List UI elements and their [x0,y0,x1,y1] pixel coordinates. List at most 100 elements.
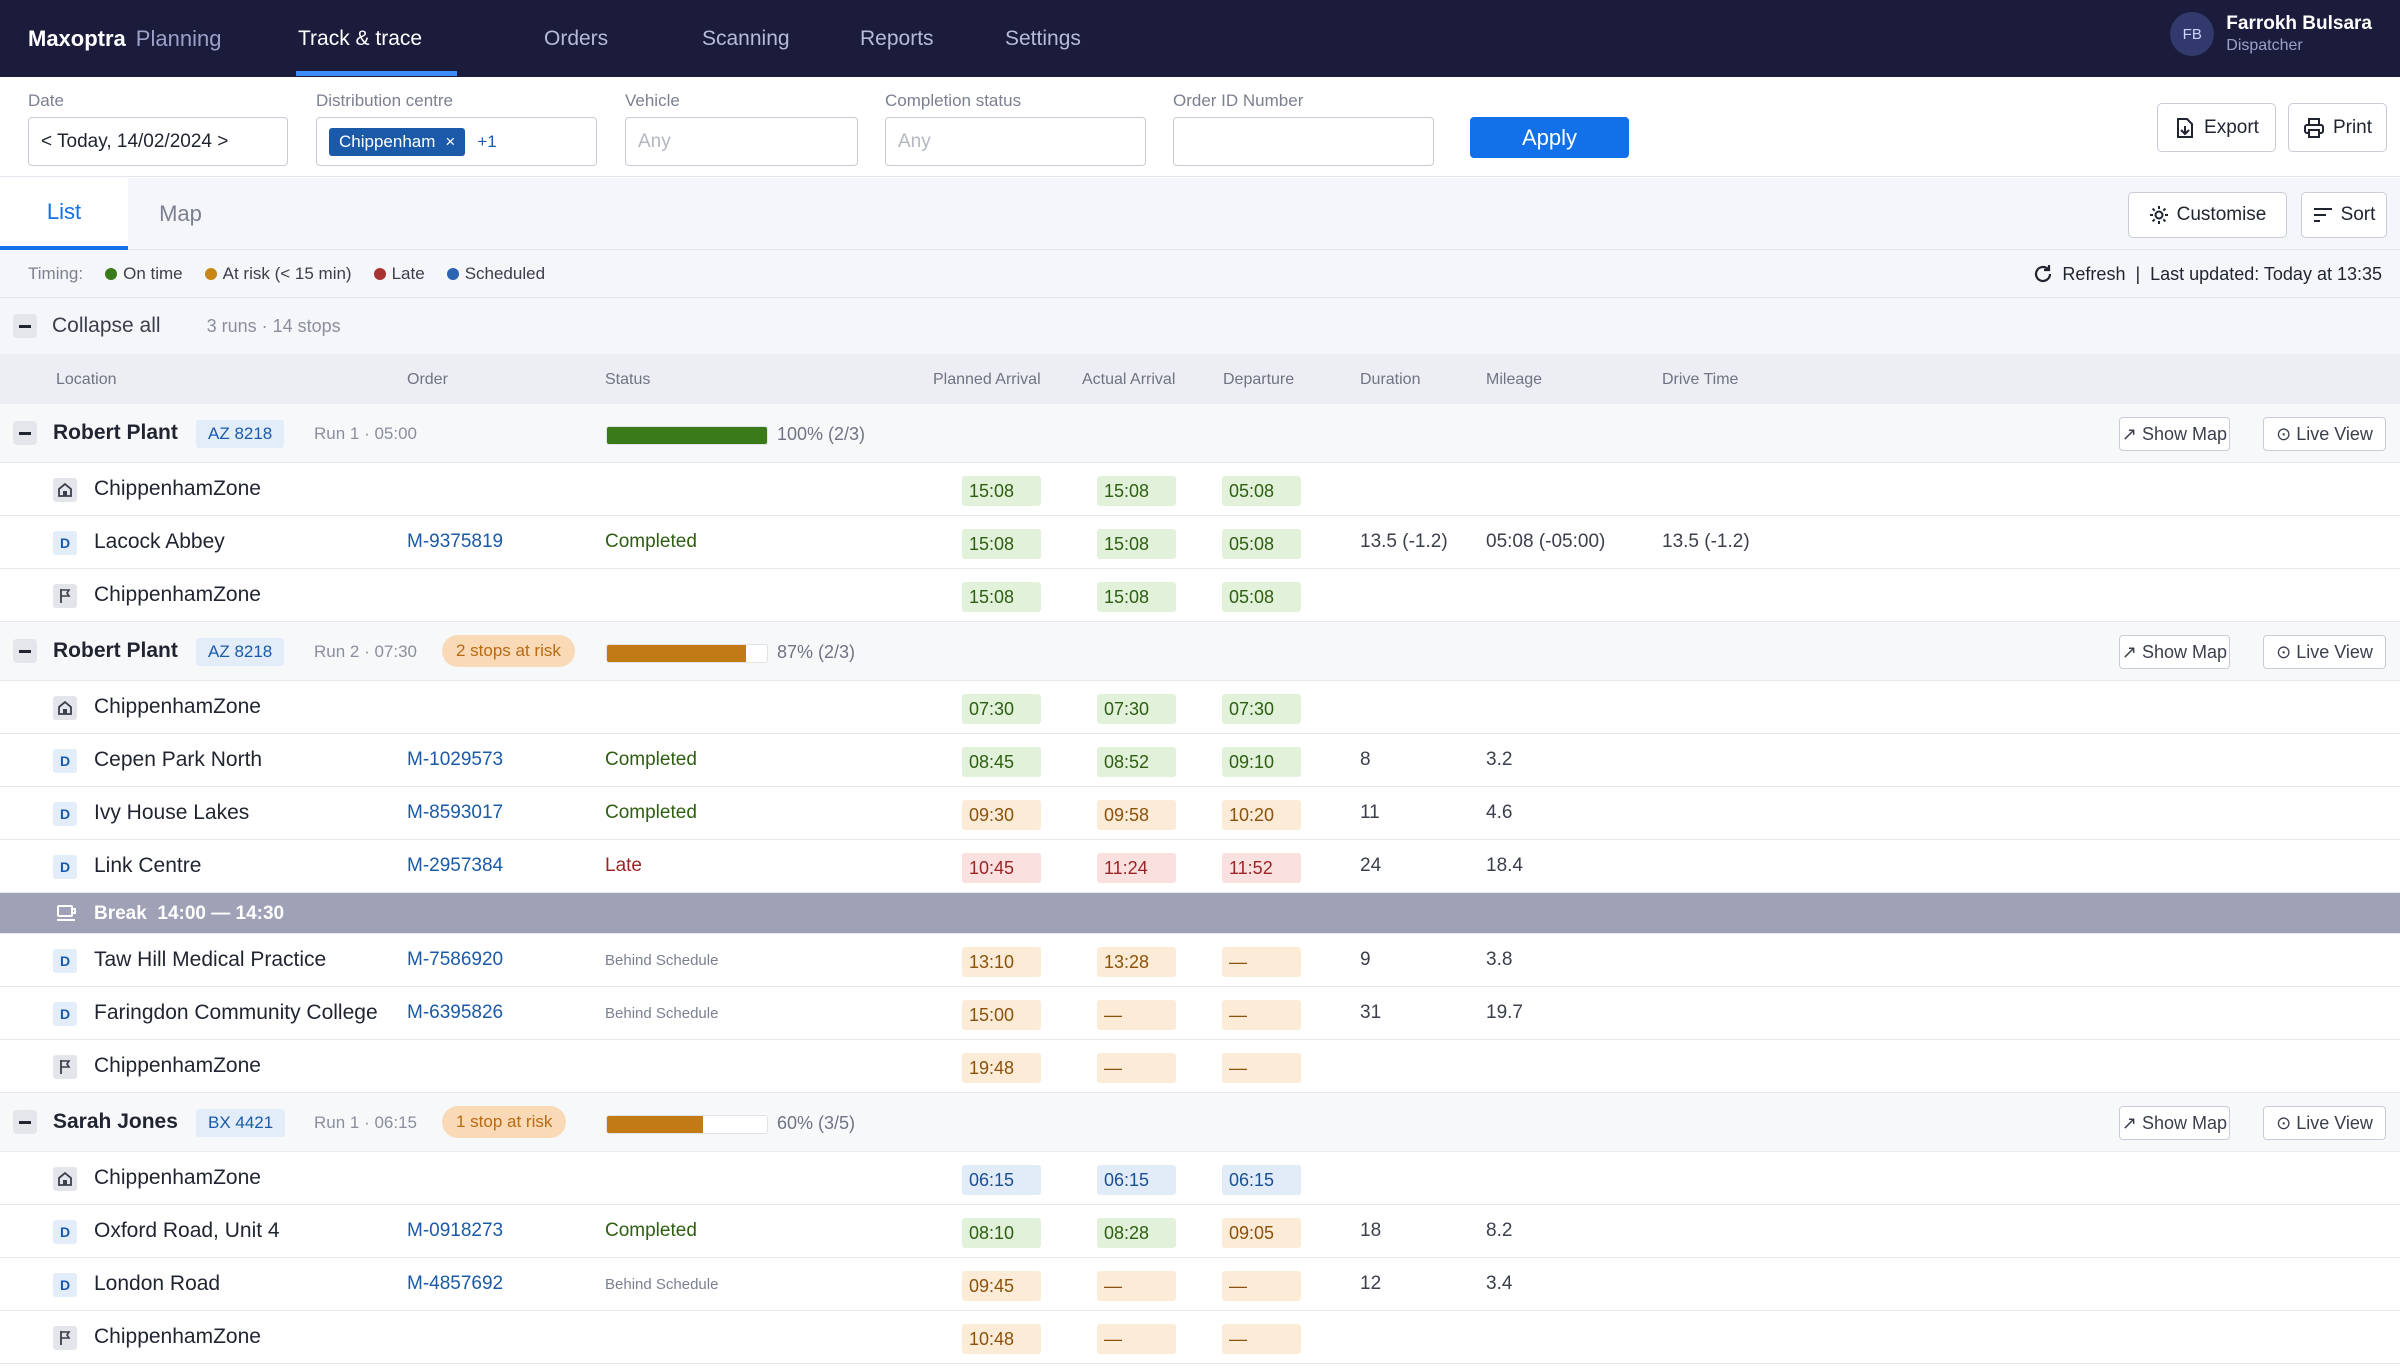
actual-arrival: 13:28 [1097,947,1176,977]
risk-badge: 2 stops at risk [442,635,575,667]
export-button[interactable]: Export [2157,103,2276,152]
stop-row[interactable]: D London Road M-4857692 Behind Schedule 09:4… [0,1258,2400,1311]
col-drive-time[interactable]: Drive Time [1662,371,1739,388]
order-link[interactable]: M-2957384 [407,855,504,876]
driver-name: Robert Plant [53,421,178,444]
vehicle-select[interactable]: Any [625,117,858,166]
order-link[interactable]: M-0918273 [407,1220,504,1241]
order-link[interactable]: M-7586920 [407,949,504,970]
collapse-run-icon[interactable] [13,639,37,663]
tab-list[interactable]: List [0,178,128,250]
collapse-all-button[interactable]: Collapse all [52,314,161,337]
apply-button[interactable]: Apply [1470,117,1629,158]
order-link[interactable]: M-6395826 [407,1002,504,1023]
col-departure[interactable]: Departure [1223,371,1295,388]
user-menu[interactable]: FB Farrokh Bulsara Dispatcher [2170,12,2372,56]
stop-location: London Road [94,1272,221,1295]
col-order[interactable]: Order [407,371,448,388]
order-link[interactable]: M-8593017 [407,802,504,823]
risk-badge: 1 stop at risk [442,1106,567,1138]
refresh-button[interactable]: Refresh [2032,263,2125,285]
run-row: Robert Plant AZ 8218 Run 1 · 05:00 100% (2/… [0,404,2400,463]
actual-arrival: 07:30 [1097,694,1176,724]
legend-scheduled-label: Scheduled [464,263,546,283]
legend-item-late: Late [352,264,425,284]
delivery-icon: D [53,1002,77,1026]
finish-flag-icon [53,1326,77,1350]
show-map-button[interactable]: ↗ Show Map [2119,635,2230,669]
stop-mileage: 19.7 [1486,1002,1523,1023]
completion-label: Completion status [885,91,1022,110]
nav-track-trace[interactable]: Track & trace [298,26,423,50]
on-time-dot-icon [105,268,118,281]
live-view-icon: ⊙ [2276,1112,2292,1133]
col-status[interactable]: Status [605,371,651,388]
print-label: Print [2332,116,2373,138]
nav-orders[interactable]: Orders [544,26,609,50]
stop-row[interactable]: ChippenhamZone 07:30 07:30 07:30 [0,681,2400,734]
stop-row[interactable]: D Oxford Road, Unit 4 M-0918273 Completed 08… [0,1205,2400,1258]
actual-arrival: 06:15 [1097,1165,1176,1195]
collapse-all-icon[interactable] [13,314,37,338]
printer-icon [2303,117,2324,138]
finish-flag-icon [53,1055,77,1079]
print-button[interactable]: Print [2288,103,2387,152]
stop-row[interactable]: D Lacock Abbey M-9375819 Completed 15:08 15:0… [0,516,2400,569]
live-view-label: Live View [2296,1112,2373,1133]
brand[interactable]: Maxoptra Planning [28,0,221,77]
collapse-run-icon[interactable] [13,421,37,445]
order-link[interactable]: M-4857692 [407,1273,504,1294]
live-view-button[interactable]: ⊙ Live View [2263,635,2386,669]
col-location[interactable]: Location [56,371,117,388]
col-duration[interactable]: Duration [1360,371,1421,388]
order-link[interactable]: M-9375819 [407,531,504,552]
nav-scanning[interactable]: Scanning [702,26,790,50]
stop-location: ChippenhamZone [94,477,261,500]
stop-row[interactable]: D Faringdon Community College M-6395826 Beh… [0,987,2400,1040]
sort-icon [2313,208,2332,222]
actual-arrival: 15:08 [1097,476,1176,506]
stop-status: Behind Schedule [605,1276,719,1293]
sort-button[interactable]: Sort [2301,192,2387,238]
stop-row[interactable]: ChippenhamZone 06:15 06:15 06:15 [0,1152,2400,1205]
customise-button[interactable]: Customise [2128,192,2287,238]
stop-row[interactable]: ChippenhamZone 15:08 15:08 05:08 [0,463,2400,516]
stop-row[interactable]: D Cepen Park North M-1029573 Completed 08:45… [0,734,2400,787]
run-progress-text: 60% (3/5) [777,1113,856,1133]
vehicle-tag: BX 4421 [196,1109,286,1137]
stop-row[interactable]: D Link Centre M-2957384 Late 10:45 11:24 11:52… [0,840,2400,893]
stop-row[interactable]: ChippenhamZone 10:48 — — [0,1311,2400,1364]
nav-reports[interactable]: Reports [860,26,934,50]
live-view-button[interactable]: ⊙ Live View [2263,1106,2386,1140]
stop-row[interactable]: ChippenhamZone 19:48 — — [0,1040,2400,1093]
break-label: Break 14:00 — 14:30 [94,903,285,924]
tab-map[interactable]: Map [159,201,202,226]
chip-remove-icon[interactable]: × [445,131,456,151]
col-planned-arrival[interactable]: Planned Arrival [933,371,1041,388]
live-view-button[interactable]: ⊙ Live View [2263,417,2386,451]
collapse-run-icon[interactable] [13,1110,37,1134]
date-picker[interactable]: < Today, 14/02/2024 > [28,117,288,166]
stop-row[interactable]: D Ivy House Lakes M-8593017 Completed 09:30 0… [0,787,2400,840]
col-actual-arrival[interactable]: Actual Arrival [1082,371,1176,388]
stop-row[interactable]: D Taw Hill Medical Practice M-7586920 Behin… [0,934,2400,987]
legend-item-scheduled: Scheduled [425,264,545,284]
top-nav-bar: Maxoptra Planning Track & trace Orders S… [0,0,2400,77]
planned-arrival: 15:08 [962,582,1041,612]
order-id-input[interactable] [1173,117,1434,166]
stop-status: Completed [605,802,697,823]
customise-label: Customise [2176,204,2267,225]
distribution-select[interactable]: Chippenham × +1 [316,117,597,166]
at-risk-dot-icon [204,268,217,281]
run-row: Sarah Jones BX 4421 Run 1 · 06:15 1 stop at… [0,1093,2400,1152]
completion-select[interactable]: Any [885,117,1146,166]
break-row: Break 14:00 — 14:30 [0,893,2400,934]
stop-location: Ivy House Lakes [94,801,250,824]
order-link[interactable]: M-1029573 [407,749,504,770]
stop-row[interactable]: ChippenhamZone 15:08 15:08 05:08 [0,569,2400,622]
col-mileage[interactable]: Mileage [1486,371,1543,388]
show-map-button[interactable]: ↗ Show Map [2119,417,2230,451]
nav-settings[interactable]: Settings [1005,26,1081,50]
distribution-chip[interactable]: Chippenham × [329,127,466,156]
show-map-button[interactable]: ↗ Show Map [2119,1106,2230,1140]
